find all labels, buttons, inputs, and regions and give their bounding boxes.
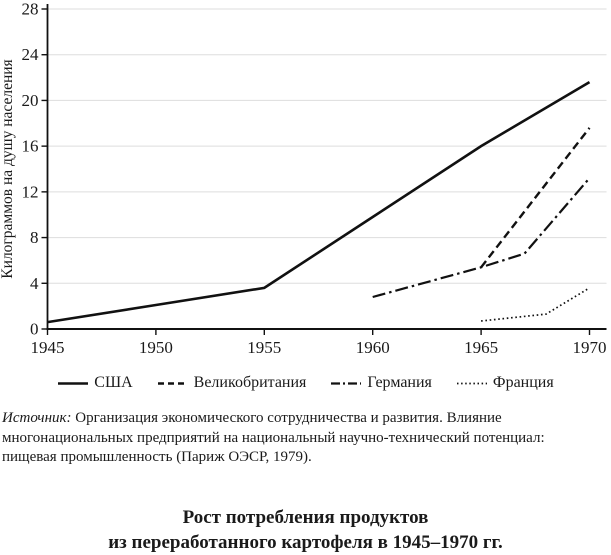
chart-legend: США Великобритания Германия Франция <box>0 374 611 392</box>
series-line-solid <box>47 80 591 324</box>
y-tick-label: 24 <box>22 45 40 64</box>
y-axis-label: Килограммов на душу населения <box>0 59 16 278</box>
y-tick-label: 16 <box>22 137 39 156</box>
line-chart: 0 4 8 12 16 20 24 28 1945 1950 1955 1960 1965 1970 Кил… <box>0 0 607 357</box>
figure-title: Рост потребления продуктов из переработа… <box>0 505 611 555</box>
y-tick-label: 28 <box>22 0 39 19</box>
source-text: Организация экономического сотрудничеств… <box>75 410 502 426</box>
y-tick-label: 20 <box>22 91 39 110</box>
x-tick-label: 1970 <box>573 338 607 357</box>
series-line-dashdot <box>372 177 591 299</box>
source-line: Источник: Организация экономического сот… <box>2 409 609 429</box>
y-tick-label: 0 <box>30 320 39 339</box>
y-tick-label: 4 <box>30 274 39 293</box>
figure-title-line: Рост потребления продуктов <box>182 506 429 528</box>
legend-sample-dashed-line <box>157 381 188 385</box>
legend-label: Германия <box>367 374 432 391</box>
series-line-dotted <box>481 287 590 322</box>
x-tick-label: 1960 <box>356 338 390 357</box>
figure-title-line: из переработанного картофеля в 1945–1970… <box>108 531 503 553</box>
legend-sample-dashdot-line <box>331 381 362 385</box>
legend-item: Германия <box>330 374 432 392</box>
x-tick-label: 1955 <box>247 338 281 357</box>
legend-item: Великобритания <box>157 374 307 392</box>
legend-label: Франция <box>492 374 554 391</box>
x-tick-label: 1965 <box>464 338 498 357</box>
y-tick-label: 8 <box>30 228 39 247</box>
source-line: многонациональных предприятий на национа… <box>2 429 545 446</box>
y-tick-label: 12 <box>22 182 39 201</box>
legend-item: Франция <box>456 374 554 392</box>
legend-sample-dotted-line <box>456 382 487 384</box>
series-line-dashed <box>480 127 591 269</box>
legend-item: США <box>57 374 133 392</box>
legend-sample-solid-line <box>58 381 89 385</box>
legend-label: США <box>94 374 133 391</box>
source-label: Источник: <box>2 410 72 426</box>
legend-label: Великобритания <box>193 374 307 391</box>
x-tick-label: 1950 <box>139 338 173 357</box>
x-tick-label: 1945 <box>31 338 65 357</box>
source-note: Источник: Организация экономического сот… <box>2 409 609 468</box>
source-line: пищевая промышленность (Париж ОЭСР, 1979… <box>2 449 312 465</box>
